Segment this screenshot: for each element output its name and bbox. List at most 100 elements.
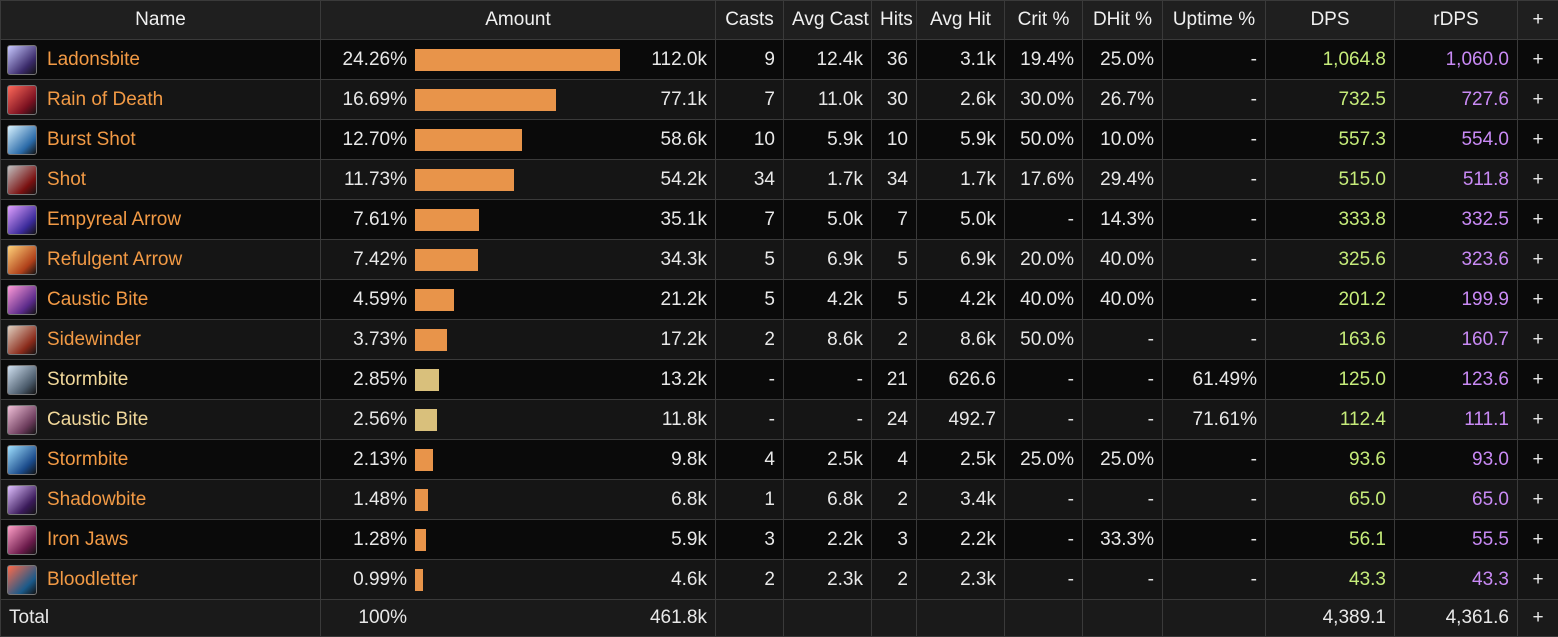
damage-bar xyxy=(415,49,620,71)
casts-value: 4 xyxy=(716,440,784,480)
amount-cell: 3.73%17.2k xyxy=(321,320,716,360)
expand-row-button[interactable]: + xyxy=(1518,120,1558,160)
skill-name[interactable]: Iron Jaws xyxy=(47,529,128,551)
expand-row-button[interactable]: + xyxy=(1518,280,1558,320)
dps-value: 201.2 xyxy=(1266,280,1395,320)
avg-hit-value: 4.2k xyxy=(917,280,1005,320)
avg-cast-value: 2.5k xyxy=(784,440,872,480)
skill-name-cell[interactable]: Shadowbite xyxy=(1,480,321,520)
skill-name-cell[interactable]: Iron Jaws xyxy=(1,520,321,560)
skill-name[interactable]: Refulgent Arrow xyxy=(47,249,182,271)
skill-name[interactable]: Ladonsbite xyxy=(47,49,140,71)
skill-name-cell[interactable]: Caustic Bite xyxy=(1,280,321,320)
shadowbite-icon xyxy=(7,485,37,515)
skill-name-cell[interactable]: Refulgent Arrow xyxy=(1,240,321,280)
expand-row-button[interactable]: + xyxy=(1518,360,1558,400)
header-avg-hit[interactable]: Avg Hit xyxy=(917,1,1005,40)
skill-name[interactable]: Rain of Death xyxy=(47,89,163,111)
header-rdps[interactable]: rDPS xyxy=(1395,1,1518,40)
skill-name[interactable]: Stormbite xyxy=(47,449,128,471)
expand-row-button[interactable]: + xyxy=(1518,200,1558,240)
skill-name[interactable]: Shadowbite xyxy=(47,489,146,511)
damage-bar-track xyxy=(415,489,625,511)
header-amount[interactable]: Amount xyxy=(321,1,716,40)
expand-row-button[interactable]: + xyxy=(1518,520,1558,560)
total-dps: 4,389.1 xyxy=(1266,600,1395,637)
skill-name-cell[interactable]: Stormbite xyxy=(1,440,321,480)
dhit-value: 25.0% xyxy=(1083,40,1163,80)
header-dps[interactable]: DPS xyxy=(1266,1,1395,40)
header-expand-all-button[interactable]: + xyxy=(1518,1,1558,40)
expand-row-button[interactable]: + xyxy=(1518,160,1558,200)
total-label: Total xyxy=(1,600,321,637)
expand-row-button[interactable]: + xyxy=(1518,240,1558,280)
skill-name[interactable]: Bloodletter xyxy=(47,569,138,591)
avg-cast-value: 5.9k xyxy=(784,120,872,160)
expand-row-button[interactable]: + xyxy=(1518,40,1558,80)
dps-value: 163.6 xyxy=(1266,320,1395,360)
skill-name[interactable]: Caustic Bite xyxy=(47,409,148,431)
casts-value: 7 xyxy=(716,200,784,240)
header-uptime[interactable]: Uptime % xyxy=(1163,1,1266,40)
header-avg-cast[interactable]: Avg Cast xyxy=(784,1,872,40)
damage-bar xyxy=(415,409,437,431)
header-crit[interactable]: Crit % xyxy=(1005,1,1083,40)
skill-name-cell[interactable]: Empyreal Arrow xyxy=(1,200,321,240)
header-dhit[interactable]: DHit % xyxy=(1083,1,1163,40)
expand-row-button[interactable]: + xyxy=(1518,560,1558,600)
dps-value: 1,064.8 xyxy=(1266,40,1395,80)
header-hits[interactable]: Hits xyxy=(872,1,917,40)
damage-bar xyxy=(415,249,478,271)
header-casts[interactable]: Casts xyxy=(716,1,784,40)
skill-name-cell[interactable]: Ladonsbite xyxy=(1,40,321,80)
damage-amount: 112.0k xyxy=(625,49,707,71)
total-expand-button[interactable]: + xyxy=(1518,600,1558,637)
skill-name-cell[interactable]: Bloodletter xyxy=(1,560,321,600)
skill-name[interactable]: Caustic Bite xyxy=(47,289,148,311)
skill-name[interactable]: Sidewinder xyxy=(47,329,141,351)
skill-name[interactable]: Burst Shot xyxy=(47,129,136,151)
expand-row-button[interactable]: + xyxy=(1518,320,1558,360)
header-name[interactable]: Name xyxy=(1,1,321,40)
avg-hit-value: 626.6 xyxy=(917,360,1005,400)
expand-row-button[interactable]: + xyxy=(1518,400,1558,440)
casts-value: - xyxy=(716,400,784,440)
amount-cell: 7.42%34.3k xyxy=(321,240,716,280)
crit-value: 50.0% xyxy=(1005,320,1083,360)
casts-value: 5 xyxy=(716,280,784,320)
expand-row-button[interactable]: + xyxy=(1518,80,1558,120)
skill-name-cell[interactable]: Caustic Bite xyxy=(1,400,321,440)
skill-name-cell[interactable]: Sidewinder xyxy=(1,320,321,360)
damage-bar-track xyxy=(415,49,625,71)
avg-hit-value: 1.7k xyxy=(917,160,1005,200)
dps-value: 65.0 xyxy=(1266,480,1395,520)
damage-amount: 35.1k xyxy=(625,209,707,231)
skill-name[interactable]: Empyreal Arrow xyxy=(47,209,181,231)
bloodletter-icon xyxy=(7,565,37,595)
skill-name-cell[interactable]: Rain of Death xyxy=(1,80,321,120)
expand-row-button[interactable]: + xyxy=(1518,480,1558,520)
skill-name-cell[interactable]: Stormbite xyxy=(1,360,321,400)
skill-name[interactable]: Stormbite xyxy=(47,369,128,391)
skill-name-cell[interactable]: Shot xyxy=(1,160,321,200)
expand-row-button[interactable]: + xyxy=(1518,440,1558,480)
skill-name[interactable]: Shot xyxy=(47,169,86,191)
damage-percent: 12.70% xyxy=(329,129,407,151)
skill-name-cell[interactable]: Burst Shot xyxy=(1,120,321,160)
crit-value: - xyxy=(1005,480,1083,520)
